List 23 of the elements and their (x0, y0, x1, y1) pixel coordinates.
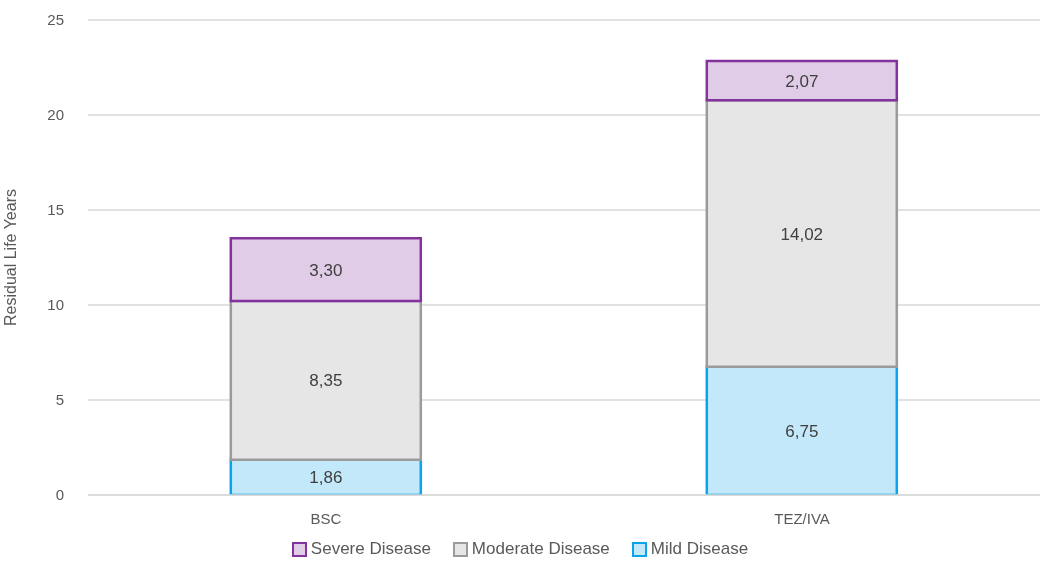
x-tick-label: BSC (310, 509, 342, 527)
legend-label: Mild Disease (650, 539, 749, 559)
bar (229, 237, 423, 303)
y-tick-label: 25 (47, 11, 64, 29)
legend-label: Moderate Disease (471, 539, 610, 559)
bar (705, 99, 899, 368)
bar (229, 299, 423, 461)
y-tick-label: 20 (47, 106, 64, 124)
bar (705, 59, 899, 102)
data-label: 8,35 (309, 371, 343, 391)
data-label: 2,07 (785, 71, 819, 91)
y-tick-label: 5 (55, 391, 64, 409)
data-label: 14,02 (780, 224, 824, 244)
data-label: 3,30 (309, 260, 343, 280)
bar (705, 365, 899, 495)
data-label: 1,86 (309, 468, 343, 488)
data-label: 6,75 (785, 421, 819, 441)
y-tick-label: 10 (47, 296, 64, 314)
y-axis-title: Residual Life Years (1, 189, 19, 326)
legend-label: Severe Disease (310, 539, 431, 559)
y-tick-label: 0 (55, 486, 64, 504)
y-tick-label: 15 (47, 201, 64, 219)
x-tick-label: TEZ/IVA (774, 509, 830, 527)
